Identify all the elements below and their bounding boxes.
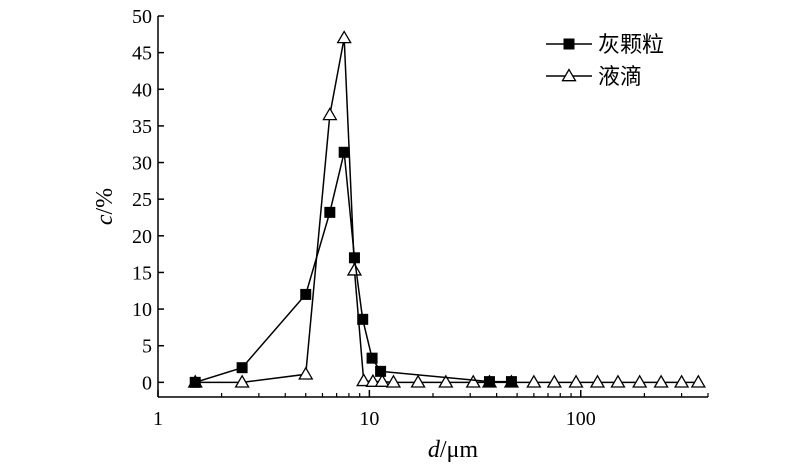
data-point bbox=[322, 107, 338, 121]
x-tick-label: 100 bbox=[566, 408, 596, 430]
data-point bbox=[690, 374, 706, 388]
y-tick-label: 5 bbox=[142, 336, 152, 358]
data-point bbox=[410, 374, 426, 388]
data-point bbox=[346, 262, 363, 276]
y-tick-label: 10 bbox=[132, 299, 152, 321]
data-point bbox=[610, 374, 626, 388]
x-axis-title: d/μm bbox=[428, 437, 479, 463]
data-point bbox=[189, 376, 201, 388]
axes: 0 5 10 15 20 25 30 35 40 45 50 1 10 100 d/μm c/% bbox=[92, 6, 709, 463]
data-point bbox=[366, 352, 378, 364]
data-point bbox=[385, 374, 402, 388]
x-tick-label: 1 bbox=[153, 408, 163, 430]
data-point bbox=[375, 365, 387, 377]
data-point bbox=[632, 374, 648, 388]
data-point bbox=[465, 374, 481, 388]
data-point bbox=[505, 376, 517, 388]
y-tick-label: 50 bbox=[132, 6, 152, 28]
data-point bbox=[336, 30, 352, 44]
series-1 bbox=[187, 30, 706, 388]
y-tick-label: 30 bbox=[132, 153, 152, 175]
y-tick-label: 40 bbox=[132, 79, 152, 101]
y-tick-label: 25 bbox=[132, 189, 152, 211]
data-point bbox=[338, 146, 350, 158]
y-tick-label: 20 bbox=[132, 226, 152, 248]
data-point bbox=[356, 373, 372, 387]
data-point bbox=[374, 373, 390, 387]
y-axis-title-symbol: c bbox=[92, 214, 118, 225]
data-point bbox=[589, 374, 606, 388]
data-point bbox=[653, 374, 669, 388]
data-point bbox=[483, 376, 495, 388]
data-point bbox=[236, 362, 248, 374]
data-point bbox=[526, 374, 542, 388]
y-axis-title-unit: /% bbox=[92, 188, 118, 215]
data-point bbox=[234, 374, 250, 388]
y-tick-label: 45 bbox=[132, 43, 152, 65]
series-0 bbox=[189, 146, 517, 388]
legend-label: 灰颗粒 bbox=[598, 33, 664, 58]
data-point bbox=[546, 374, 562, 388]
legend-marker bbox=[563, 38, 575, 50]
data-point bbox=[298, 366, 314, 380]
y-tick-label: 35 bbox=[132, 116, 152, 138]
data-point bbox=[357, 313, 369, 325]
data-point bbox=[300, 288, 312, 300]
data-point bbox=[365, 373, 381, 387]
x-tick-label: 10 bbox=[359, 408, 379, 430]
y-tick-label: 0 bbox=[142, 372, 152, 394]
x-axis-title-unit: /μm bbox=[440, 437, 479, 463]
y-tick-label: 15 bbox=[132, 262, 152, 284]
y-axis-title: c/% bbox=[92, 188, 118, 225]
data-point bbox=[438, 374, 454, 388]
data-point bbox=[348, 252, 360, 264]
legend-label: 液滴 bbox=[598, 65, 642, 90]
data-point bbox=[673, 374, 690, 388]
data-point bbox=[568, 374, 584, 388]
x-axis-title-symbol: d bbox=[428, 437, 441, 463]
data-point bbox=[324, 206, 336, 218]
legend-marker bbox=[561, 68, 577, 82]
series-layer bbox=[187, 30, 706, 388]
